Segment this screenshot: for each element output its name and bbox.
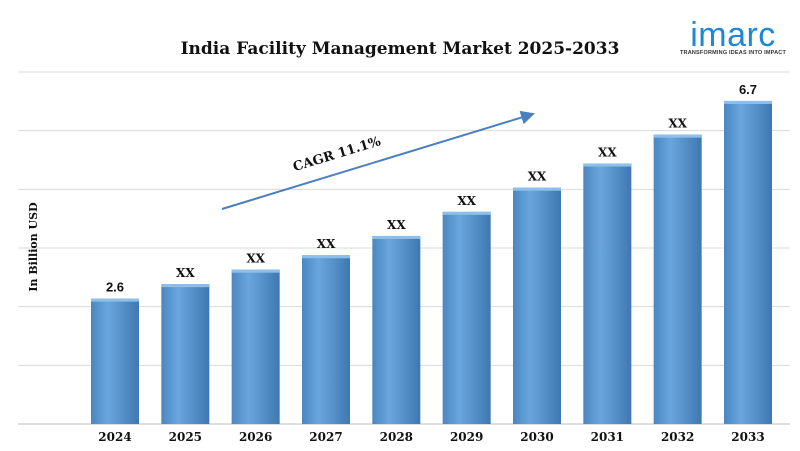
bars <box>91 100 772 424</box>
bar-top-highlight <box>583 163 632 167</box>
bar-2031 <box>583 163 632 424</box>
bar-2029 <box>442 211 491 424</box>
brand-logo: imarc TRANSFORMING IDEAS INTO IMPACT <box>678 16 788 56</box>
x-tick-labels: 2024 2025 2026 2027 2028 2029 2030 2031 2032 2033 <box>98 430 764 444</box>
x-tick-label: 2028 <box>380 430 413 444</box>
x-tick-label: 2024 <box>98 430 131 444</box>
bar <box>161 284 210 424</box>
bar-top-highlight <box>442 211 491 215</box>
bar <box>91 298 139 424</box>
bar-top-highlight <box>513 187 561 191</box>
x-tick-label: 2026 <box>239 430 272 444</box>
bar-2028 <box>372 235 421 424</box>
x-tick-label: 2032 <box>661 430 694 444</box>
bar-2026 <box>231 269 280 424</box>
x-tick-label: 2025 <box>169 430 202 444</box>
data-label: XX <box>457 194 476 208</box>
cagr-arrow <box>221 110 535 210</box>
data-labels: 2.6 XX XX XX XX XX XX XX XX 6.7 <box>106 82 757 295</box>
bar-2025 <box>161 284 210 424</box>
bar-top-highlight <box>724 100 772 104</box>
data-label: XX <box>176 266 195 280</box>
data-label: XX <box>668 117 687 131</box>
bar <box>302 255 350 424</box>
data-label: 6.7 <box>739 82 757 97</box>
x-tick-label: 2033 <box>731 430 764 444</box>
y-axis-label: In Billion USD <box>27 202 40 292</box>
x-tick-label: 2031 <box>591 430 624 444</box>
bar <box>442 211 491 424</box>
brand-tagline: TRANSFORMING IDEAS INTO IMPACT <box>679 50 787 56</box>
bar <box>653 134 702 424</box>
data-label: XX <box>317 237 336 251</box>
bar <box>583 163 632 424</box>
bar <box>231 269 280 424</box>
bar-top-highlight <box>653 134 702 138</box>
data-label: XX <box>598 146 617 160</box>
bar-2033 <box>724 100 772 424</box>
bar-top-highlight <box>91 298 139 302</box>
bar-top-highlight <box>372 235 421 239</box>
bar-top-highlight <box>231 269 280 273</box>
x-tick-label: 2030 <box>520 430 553 444</box>
data-label: XX <box>246 252 265 266</box>
bar-2027 <box>302 255 350 424</box>
bar-top-highlight <box>161 284 210 288</box>
bar-2030 <box>513 187 561 424</box>
bar <box>513 187 561 424</box>
chart-title: India Facility Management Market 2025-20… <box>181 39 620 59</box>
x-tick-label: 2029 <box>450 430 483 444</box>
bar <box>372 235 421 424</box>
cagr-label: CAGR 11.1% <box>291 134 383 175</box>
bar <box>724 100 772 424</box>
data-label: 2.6 <box>106 280 124 295</box>
data-label: XX <box>528 170 547 184</box>
brand-name: imarc <box>690 16 776 54</box>
data-label: XX <box>387 218 406 232</box>
bar-2032 <box>653 134 702 424</box>
bar-2024 <box>91 298 139 424</box>
x-tick-label: 2027 <box>309 430 342 444</box>
bar-top-highlight <box>302 255 350 259</box>
